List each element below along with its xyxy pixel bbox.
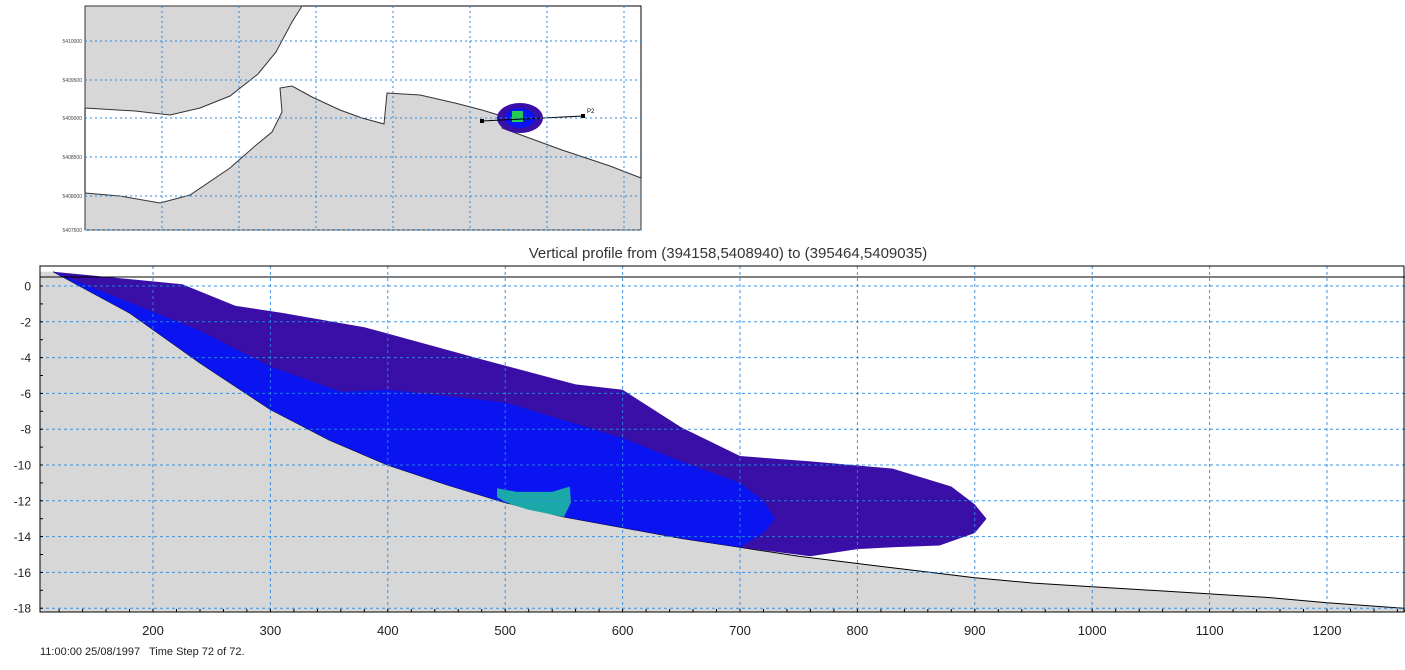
chart-title: Vertical profile from (394158,5408940) t… bbox=[529, 245, 928, 262]
y-tick-label--10: -10 bbox=[14, 459, 32, 473]
status-datetime: 11:00:00 25/08/1997 bbox=[40, 646, 141, 658]
x-tick-labels: 200 300 400 500 600 700 800 900 1000 1100 1200 bbox=[142, 623, 1341, 638]
seabed-area bbox=[40, 271, 1405, 612]
plot-frame bbox=[39, 265, 1405, 613]
status-time-step: Time Step 72 of 72. bbox=[148, 646, 245, 658]
y-tick-label--18: -18 bbox=[14, 602, 32, 616]
x-tick-label-200: 200 bbox=[142, 623, 164, 638]
y-tick-label--14: -14 bbox=[14, 530, 32, 544]
map-y-tick-label: 5408000 bbox=[63, 194, 83, 200]
map-land-west bbox=[84, 5, 303, 116]
x-tick-label-1000: 1000 bbox=[1078, 623, 1107, 638]
x-tick-label-600: 600 bbox=[612, 623, 634, 638]
x-tick-label-700: 700 bbox=[729, 623, 751, 638]
map-y-tick-label: 5409000 bbox=[63, 116, 83, 122]
overview-map: P2 · 5410000 5409500 5409000 5408500 5408000… bbox=[63, 5, 642, 234]
map-y-tick-label: 5408500 bbox=[63, 155, 83, 161]
x-tick-label-400: 400 bbox=[377, 623, 399, 638]
status-bar: 11:00:00 25/08/1997 Time Step 72 of 72. bbox=[40, 646, 251, 658]
x-tick-label-1200: 1200 bbox=[1313, 623, 1342, 638]
transect-end-marker bbox=[581, 114, 585, 118]
series-band-2 bbox=[53, 271, 776, 548]
y-tick-labels: 0 -2 -4 -6 -8 -10 -12 -14 -16 -18 bbox=[14, 280, 32, 616]
x-tick-label-900: 900 bbox=[964, 623, 986, 638]
x-tick-label-500: 500 bbox=[494, 623, 516, 638]
y-tick-label--6: -6 bbox=[20, 387, 31, 401]
profile-plot: 200 300 400 500 600 700 800 900 1000 1100 1200 0 -2… bbox=[14, 265, 1405, 638]
y-tick-label--4: -4 bbox=[20, 351, 31, 365]
x-tick-label-300: 300 bbox=[260, 623, 282, 638]
y-tick-label--16: -16 bbox=[14, 566, 32, 580]
map-grid bbox=[85, 6, 641, 231]
map-y-tick-label: 5409500 bbox=[63, 78, 83, 84]
map-plume-core bbox=[512, 111, 523, 122]
grid-layer bbox=[40, 266, 1405, 612]
y-tick-label--2: -2 bbox=[20, 315, 31, 329]
y-tick-label--12: -12 bbox=[14, 494, 32, 508]
y-tick-label--8: -8 bbox=[20, 423, 31, 437]
map-point-label: P2 bbox=[587, 109, 595, 115]
x-tick-label-800: 800 bbox=[847, 623, 869, 638]
x-tick-label-1100: 1100 bbox=[1196, 623, 1224, 638]
map-y-tick-label: 5407500 bbox=[63, 228, 83, 234]
transect-line bbox=[481, 115, 584, 122]
series-band-3 bbox=[497, 486, 571, 517]
map-y-tick-label: 5410000 bbox=[63, 39, 83, 45]
transect-start-marker bbox=[480, 119, 484, 123]
map-y-tick-labels: 5410000 5409500 5409000 5408500 5408000 54075… bbox=[63, 39, 83, 234]
y-tick-label-0: 0 bbox=[24, 280, 31, 294]
map-coastal-label: · bbox=[282, 83, 283, 88]
series-layer bbox=[53, 271, 987, 557]
